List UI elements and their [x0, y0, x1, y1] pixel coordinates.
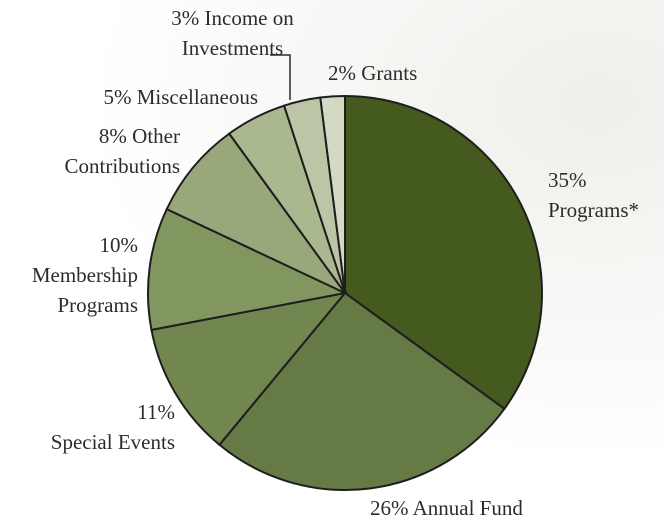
- slice-label: 5% Miscellaneous: [0, 82, 258, 112]
- slice-label: 11% Special Events: [0, 397, 175, 457]
- percent-label: 35%: [548, 165, 658, 195]
- slice-label: 10% Membership Programs: [0, 230, 138, 320]
- slice-label: 2% Grants: [328, 58, 448, 88]
- category-label: Programs*: [548, 198, 639, 222]
- percent-label: 5%: [103, 85, 131, 109]
- category-label: Grants: [361, 61, 417, 85]
- category-label: Membership Programs: [32, 263, 138, 317]
- percent-label: 10%: [0, 230, 138, 260]
- category-label: Income on Investments: [182, 6, 294, 60]
- category-label: Miscellaneous: [137, 85, 258, 109]
- percent-label: 8%: [99, 124, 127, 148]
- slice-label: 35% Programs*: [548, 165, 658, 225]
- slice-label: 26% Annual Fund: [370, 493, 570, 521]
- category-label: Annual Fund: [413, 496, 523, 520]
- slice-label: 8% Other Contributions: [30, 121, 180, 181]
- slice-label: 3% Income on Investments: [150, 3, 315, 63]
- percent-label: 3%: [171, 6, 199, 30]
- category-label: Special Events: [51, 430, 175, 454]
- percent-label: 26%: [370, 496, 409, 520]
- chart: 35% Programs* 26% Annual Fund 11% Special …: [0, 0, 664, 521]
- percent-label: 11%: [0, 397, 175, 427]
- percent-label: 2%: [328, 61, 356, 85]
